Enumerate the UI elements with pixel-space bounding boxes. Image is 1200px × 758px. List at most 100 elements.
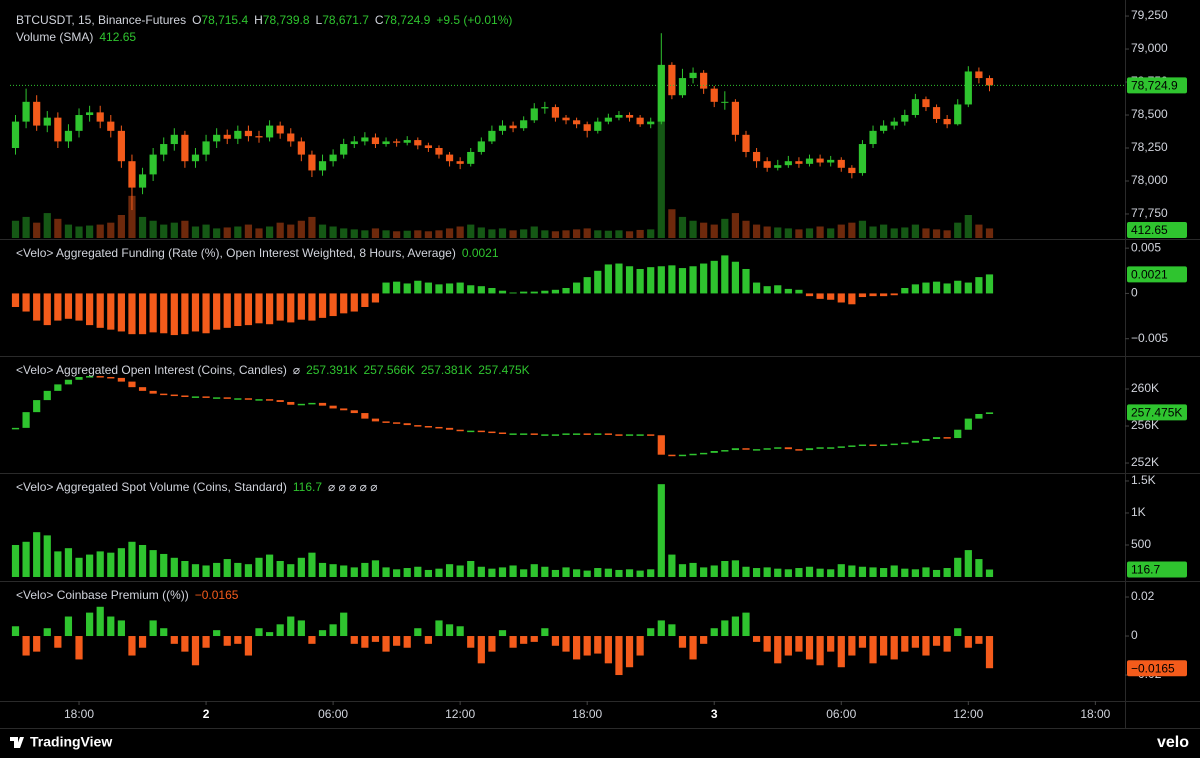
- histogram-bar: [287, 293, 295, 323]
- candle-body: [255, 136, 263, 138]
- bar: [128, 541, 136, 577]
- histogram-bar: [700, 263, 708, 294]
- bar: [107, 552, 115, 577]
- histogram-bar: [213, 293, 221, 330]
- histogram-bar: [615, 636, 623, 676]
- panel-bar: 1.5K 1K 500: [11, 473, 1156, 577]
- bar: [435, 568, 443, 577]
- last-value-box: [1127, 660, 1187, 677]
- legend: <Velo> Aggregated Funding (Rate (%), Ope…: [16, 246, 499, 260]
- histogram-bar: [594, 270, 602, 294]
- bar: [700, 567, 708, 577]
- candle-body: [445, 154, 454, 162]
- volume-bar: [287, 224, 295, 238]
- histogram-bar: [636, 268, 644, 294]
- y-tick-label: 78,250: [1131, 140, 1168, 154]
- histogram-bar: [138, 636, 147, 648]
- candle-body: [424, 145, 432, 149]
- bar: [488, 568, 496, 577]
- y-tick-label: 1.5K: [1131, 473, 1156, 487]
- bar: [445, 564, 454, 577]
- volume-sma-box: [1127, 222, 1187, 238]
- histogram-bar: [710, 260, 718, 294]
- bar: [774, 568, 782, 577]
- histogram-bar: [901, 287, 909, 294]
- bar: [414, 566, 422, 577]
- oi-candle: [657, 435, 665, 455]
- candle-body: [985, 78, 994, 86]
- volume-bar: [255, 228, 263, 238]
- volume-bar: [668, 209, 676, 238]
- candle-body: [647, 121, 655, 125]
- x-tick-label: 12:00: [445, 707, 475, 721]
- histogram-bar: [255, 293, 263, 324]
- histogram-bar: [340, 612, 348, 637]
- bar: [170, 557, 178, 577]
- histogram-bar: [954, 280, 962, 294]
- oi-candle: [901, 442, 909, 445]
- histogram-bar: [382, 636, 390, 652]
- bar: [191, 564, 200, 577]
- last-value-label: 78,724.9: [1131, 79, 1178, 93]
- candle-body: [191, 154, 200, 162]
- legend-item: 0.0021: [462, 246, 499, 260]
- histogram-bar: [869, 636, 877, 664]
- volume-bar: [647, 229, 655, 238]
- histogram-bar: [911, 284, 919, 294]
- histogram-bar: [625, 266, 634, 294]
- histogram-bar: [255, 628, 263, 637]
- volume-bar: [414, 230, 422, 238]
- bar: [573, 569, 581, 577]
- volume-bar: [467, 224, 475, 238]
- candle-body: [710, 88, 718, 102]
- bar: [287, 564, 295, 577]
- histogram-bar: [138, 293, 147, 335]
- bar: [371, 560, 380, 577]
- volume-bar: [636, 229, 644, 238]
- oi-candle: [467, 430, 475, 433]
- legend-item: 257.381K: [421, 363, 472, 377]
- histogram-bar: [477, 286, 485, 294]
- legend-item: <Velo> Aggregated Spot Volume (Coins, St…: [16, 480, 287, 494]
- oi-candle: [710, 450, 718, 453]
- bar: [541, 566, 549, 577]
- histogram-bar: [901, 636, 909, 652]
- bar: [932, 569, 941, 577]
- oi-candle: [869, 444, 877, 447]
- volume-bar: [710, 224, 718, 238]
- candle-body: [604, 117, 612, 122]
- oi-candle: [393, 422, 401, 424]
- histogram-bar: [668, 624, 676, 637]
- bar: [382, 567, 390, 577]
- oi-candle: [604, 433, 612, 435]
- volume-bar: [530, 226, 538, 238]
- volume-bar: [880, 224, 888, 238]
- bar: [22, 541, 30, 577]
- volume-bar: [64, 224, 73, 238]
- histogram-bar: [297, 620, 305, 637]
- volume-bar: [848, 222, 856, 238]
- candle-body: [287, 133, 295, 142]
- histogram-bar: [329, 624, 337, 637]
- oi-candle: [255, 399, 263, 401]
- bar: [498, 567, 507, 577]
- oi-candle: [107, 376, 115, 379]
- candle-body: [498, 125, 507, 131]
- bar: [297, 557, 305, 577]
- oi-candle: [318, 402, 327, 406]
- oi-candle: [551, 434, 560, 436]
- histogram-bar: [276, 293, 284, 321]
- histogram-bar: [922, 636, 930, 656]
- volume-bar: [678, 216, 687, 238]
- bar: [234, 562, 242, 577]
- volume-bar: [932, 229, 941, 238]
- histogram-bar: [647, 628, 655, 637]
- candle-body: [700, 72, 708, 89]
- histogram-bar: [985, 274, 994, 294]
- volume-bar: [117, 215, 125, 238]
- bar: [594, 568, 602, 577]
- oi-candle: [721, 450, 729, 452]
- volume-bar: [213, 228, 221, 238]
- histogram-bar: [371, 636, 380, 642]
- tradingview-logo[interactable]: TradingView: [10, 734, 112, 750]
